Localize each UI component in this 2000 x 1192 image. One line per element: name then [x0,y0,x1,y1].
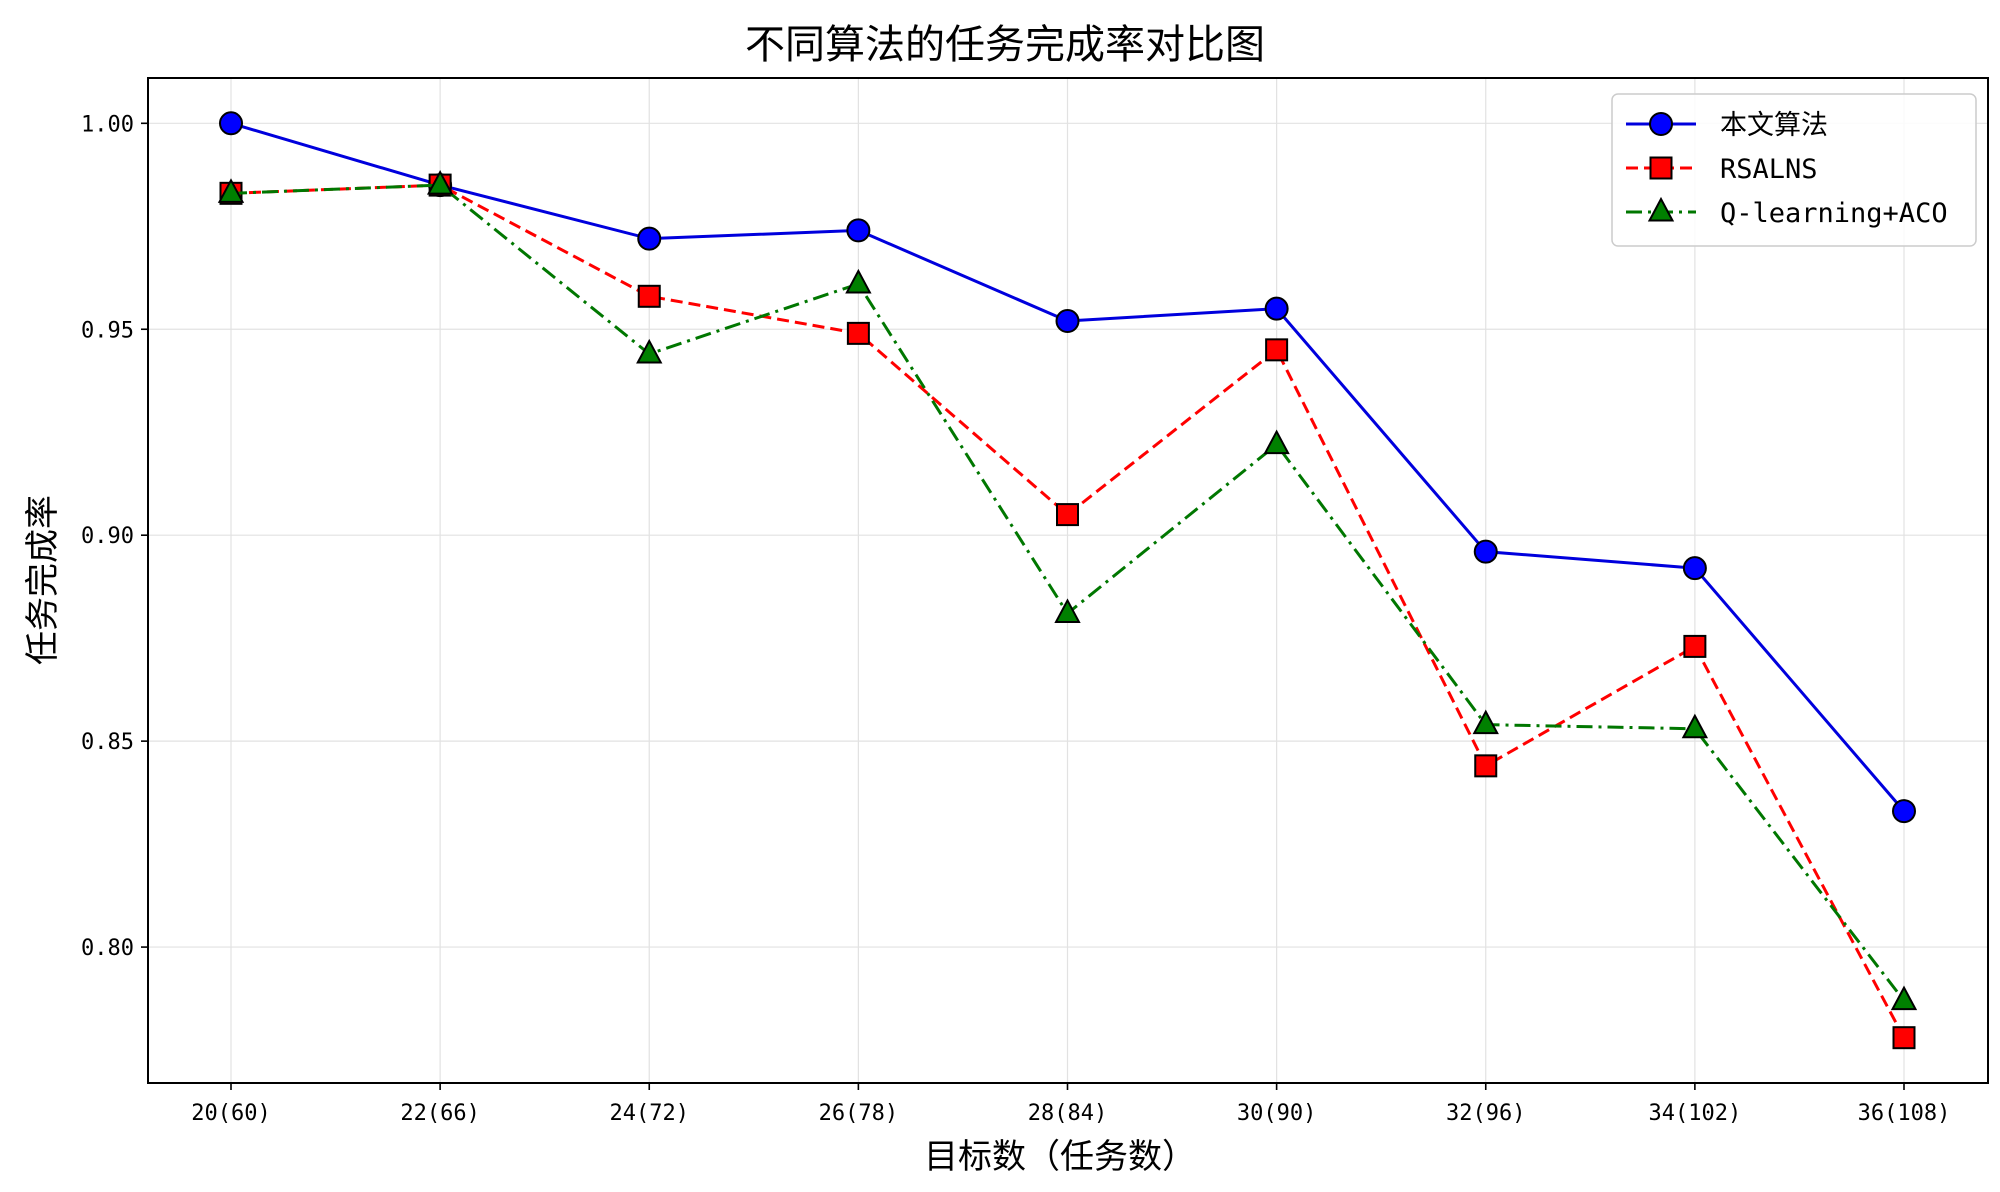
y-tick-label: 0.85 [81,730,134,755]
data-point [1683,634,1707,658]
data-point [1263,429,1290,455]
legend: 本文算法 RSALNS Q-learning+ACO [1611,93,1977,247]
y-tick-label: 1.00 [81,112,134,137]
x-tick-label: 32(96) [1446,1101,1525,1126]
data-point [1472,709,1499,735]
data-point [1682,556,1707,581]
legend-item: 本文算法 [1626,110,1828,141]
x-tick-label: 30(90) [1237,1101,1316,1126]
legend-marker [1649,112,1673,136]
series-line [230,183,1906,1039]
data-point [217,178,245,203]
legend-item: Q-learning+ACO [1626,196,1948,229]
legend-label: RSALNS [1720,154,1818,185]
series-1 [219,111,1916,824]
legend-box [1611,93,1977,247]
legend-label: 本文算法 [1720,110,1828,141]
y-axis-label: 任务完成率 [23,495,63,665]
x-tick-label: 24(72) [610,1101,689,1126]
chart-title: 不同算法的任务完成率对比图 [745,22,1265,68]
data-point [1474,754,1498,778]
x-axis-label: 目标数（任务数） [924,1137,1196,1177]
legend-marker [1649,156,1673,180]
data-point [1473,539,1498,564]
data-point [1054,598,1081,623]
data-point [219,111,243,136]
data-point [846,218,871,243]
series-3 [217,169,1918,1011]
data-point [1890,985,1918,1011]
x-tick-label: 36(108) [1858,1101,1951,1126]
data-point [637,226,662,251]
data-point [636,338,663,364]
x-tick-label: 20(60) [191,1101,270,1126]
data-point [1264,296,1289,321]
data-point [637,284,661,308]
y-axis: 0.80 0.85 0.90 0.95 1.00 [81,112,148,961]
y-tick-label: 0.95 [81,318,134,343]
data-point [1892,1026,1916,1050]
y-tick-label: 0.90 [81,524,134,549]
legend-item: RSALNS [1626,154,1818,185]
grid-lines [148,78,1988,1083]
data-point [1265,338,1289,362]
data-point [426,169,454,195]
data-point [846,321,870,345]
data-point [1056,503,1079,527]
legend-label: Q-learning+ACO [1720,198,1948,229]
y-tick-label: 0.80 [81,936,134,961]
legend-marker [1647,196,1675,222]
data-point [845,268,872,294]
x-axis: 20(60) 22(66) 24(72) 26(78) 28(84) 30(90) 32(9… [191,1083,1950,1126]
data-series [217,111,1918,1050]
x-tick-label: 26(78) [819,1101,898,1126]
x-tick-label: 28(84) [1028,1101,1107,1126]
data-point [1681,713,1709,739]
data-point [1055,309,1080,334]
data-point [1892,799,1916,824]
x-tick-label: 22(66) [400,1101,479,1126]
x-tick-label: 34(102) [1649,1101,1742,1126]
